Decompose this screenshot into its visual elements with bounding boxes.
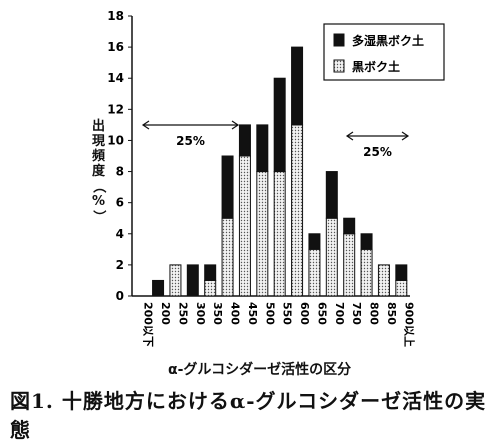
y-axis-label-char: % xyxy=(92,194,106,209)
bars xyxy=(152,46,408,297)
x-tick-label: 800 xyxy=(368,302,381,325)
y-axis-label-char: （ xyxy=(91,179,107,194)
annotations: 25% 25% xyxy=(141,120,410,159)
bar-segment-tashitsu-1 xyxy=(152,279,165,297)
y-tick-label: 8 xyxy=(116,165,124,179)
annotation-label: 25% xyxy=(176,134,205,148)
annotation-arrowhead-right xyxy=(231,120,240,130)
y-tick-label: 16 xyxy=(107,40,124,54)
y-axis-label-char: 度 xyxy=(92,164,106,179)
y-tick-label: 14 xyxy=(107,71,124,85)
annotation-arrowhead-left xyxy=(345,131,354,141)
y-tick-label: 4 xyxy=(116,227,124,241)
bar-segment-kurobokudo-9 xyxy=(291,124,304,297)
figure: 0 2 4 6 8 10 12 14 16 18 200以下 200 250 300 350 400 450 50… xyxy=(10,9,485,442)
y-tick-label: 12 xyxy=(107,102,124,116)
x-axis-label: α-グルコシダーゼ活性の区分 xyxy=(168,362,352,378)
annotation-arrowhead-right xyxy=(401,131,410,141)
bar-segment-kurobokudo-10 xyxy=(308,248,321,297)
annotation-0: 25% xyxy=(141,120,240,148)
x-tick-label: 450 xyxy=(246,302,259,325)
x-tick-label: 650 xyxy=(315,302,328,325)
bar-segment-kurobokudo-6 xyxy=(238,155,251,297)
x-tick-label: 700 xyxy=(333,302,346,325)
x-tick-label: 250 xyxy=(176,302,189,325)
x-tick-label: 900以上 xyxy=(402,302,416,347)
bar-segment-kurobokudo-4 xyxy=(204,279,217,297)
annotation-label: 25% xyxy=(363,145,392,159)
y-tick-label: 2 xyxy=(116,258,124,272)
x-tick-label: 400 xyxy=(229,302,242,325)
bar-segment-tashitsu-12 xyxy=(343,217,356,235)
x-tick-label: 200以下 xyxy=(142,302,155,347)
x-tick-label: 300 xyxy=(194,302,207,325)
y-tick-label: 6 xyxy=(116,196,124,210)
bar-segment-kurobokudo-7 xyxy=(256,171,269,297)
bar-segment-tashitsu-9 xyxy=(291,46,304,126)
chart: 0 2 4 6 8 10 12 14 16 18 200以下 200 250 300 350 400 450 50… xyxy=(107,9,445,347)
x-tick-label: 750 xyxy=(350,302,363,325)
legend-label: 黒ボク土 xyxy=(352,59,400,74)
y-axis-label-char: 出 xyxy=(92,119,106,134)
x-tick-label: 600 xyxy=(298,302,311,325)
y-axis-label-char: 現 xyxy=(92,134,106,149)
bar-segment-kurobokudo-13 xyxy=(360,248,373,297)
x-tick-label: 850 xyxy=(385,302,398,325)
bar-segment-kurobokudo-14 xyxy=(377,264,390,297)
bar-segment-tashitsu-13 xyxy=(360,233,373,250)
legend-swatch xyxy=(333,59,345,73)
x-tick-label: 200 xyxy=(159,302,172,325)
bar-segment-tashitsu-10 xyxy=(308,233,321,250)
bar-segment-tashitsu-7 xyxy=(256,124,269,173)
bar-segment-tashitsu-11 xyxy=(325,171,338,219)
legend-swatch xyxy=(333,33,345,47)
y-tick-label: 18 xyxy=(107,9,124,23)
bar-segment-kurobokudo-8 xyxy=(273,171,286,297)
legend-label: 多湿黒ボク土 xyxy=(352,33,424,48)
bar-segment-kurobokudo-11 xyxy=(325,217,338,297)
bar-segment-tashitsu-5 xyxy=(221,155,234,219)
bar-segment-kurobokudo-15 xyxy=(395,279,408,297)
y-axis-label-char: ） xyxy=(91,209,107,224)
bar-segment-kurobokudo-12 xyxy=(343,233,356,297)
y-tick-label: 10 xyxy=(107,133,124,147)
bar-segment-kurobokudo-2 xyxy=(169,264,182,297)
bar-segment-kurobokudo-5 xyxy=(221,217,234,297)
annotation-arrowhead-left xyxy=(141,120,150,130)
bar-segment-tashitsu-15 xyxy=(395,264,408,281)
ticks: 0 2 4 6 8 10 12 14 16 18 200以下 200 250 300 350 400 450 50… xyxy=(107,9,416,347)
x-tick-label: 350 xyxy=(211,302,224,325)
figure-caption: 図1. 十勝地方におけるα-グルコシダーゼ活性の実態 xyxy=(10,389,487,442)
bar-segment-tashitsu-6 xyxy=(238,124,251,157)
bar-segment-tashitsu-8 xyxy=(273,77,286,173)
annotation-1: 25% xyxy=(345,131,410,159)
y-axis-label-char: 頻 xyxy=(92,149,106,164)
bar-segment-tashitsu-4 xyxy=(204,264,217,281)
x-tick-label: 500 xyxy=(263,302,276,325)
bar-segment-tashitsu-3 xyxy=(186,264,199,297)
x-tick-label: 550 xyxy=(281,302,294,325)
y-tick-label: 0 xyxy=(116,289,124,303)
